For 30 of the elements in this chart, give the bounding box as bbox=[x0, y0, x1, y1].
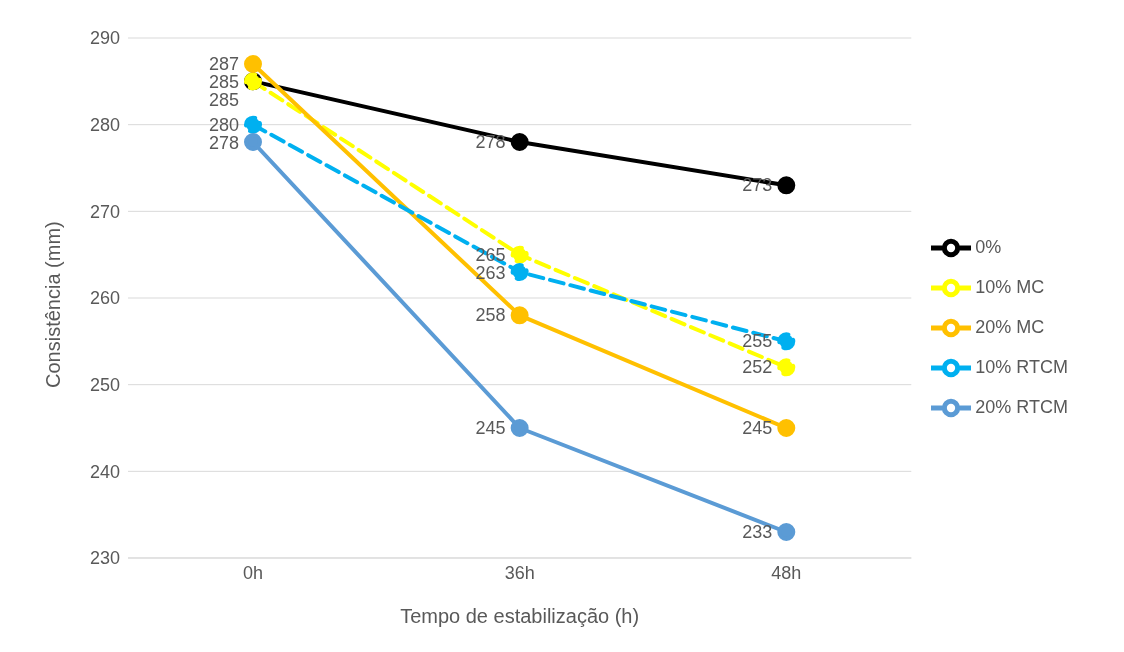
legend-label: 10% RTCM bbox=[975, 356, 1068, 377]
x-tick-label: 36h bbox=[504, 562, 535, 583]
data-label: 245 bbox=[475, 418, 506, 438]
data-label: 278 bbox=[208, 132, 239, 153]
data-label: 252 bbox=[742, 357, 773, 378]
y-tick-label: 230 bbox=[89, 548, 120, 569]
data-label: 285 bbox=[208, 90, 239, 110]
y-tick-label: 270 bbox=[89, 201, 120, 222]
legend-label: 0% bbox=[975, 236, 1002, 257]
y-tick-label: 240 bbox=[89, 461, 120, 482]
y-tick-label: 280 bbox=[89, 115, 120, 136]
data-label: 287 bbox=[208, 54, 239, 74]
data-label: 278 bbox=[475, 132, 506, 152]
legend-label: 10% MC bbox=[975, 276, 1045, 297]
legend-label: 20% MC bbox=[975, 316, 1045, 337]
data-label: 285 bbox=[208, 72, 239, 92]
data-label: 258 bbox=[475, 305, 506, 326]
x-tick-label: 48h bbox=[771, 562, 802, 583]
data-label: 280 bbox=[208, 114, 239, 135]
data-label: 263 bbox=[475, 262, 506, 283]
y-tick-label: 250 bbox=[89, 375, 120, 396]
y-tick-label: 260 bbox=[89, 288, 120, 309]
y-tick-label: 290 bbox=[89, 28, 120, 49]
x-axis-title: Tempo de estabilização (h) bbox=[400, 605, 640, 627]
y-axis-title: Consistência (mm) bbox=[42, 221, 65, 388]
x-tick-label: 0h bbox=[242, 562, 264, 583]
data-label: 245 bbox=[742, 418, 773, 438]
data-label: 255 bbox=[742, 331, 773, 352]
legend-label: 20% RTCM bbox=[975, 396, 1068, 417]
data-label: 233 bbox=[742, 522, 773, 542]
